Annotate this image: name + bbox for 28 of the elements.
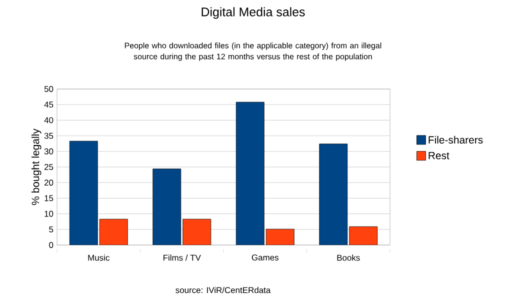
- bar: [236, 102, 264, 245]
- bar: [152, 168, 182, 245]
- y-tick-label: 10: [44, 210, 54, 217]
- bar: [182, 218, 212, 245]
- chart-title: Digital Media sales: [202, 7, 305, 19]
- y-tick-label: 0: [49, 242, 54, 248]
- bar: [319, 144, 348, 245]
- y-tick-label: 40: [44, 117, 54, 124]
- y-tick-label: 5: [49, 226, 54, 232]
- legend-label: Rest: [428, 152, 450, 160]
- x-tick-label: Music: [88, 254, 110, 261]
- y-axis-title: % bought legally: [31, 128, 42, 206]
- y-tick-label: 30: [44, 148, 54, 154]
- source-note: source: IViR/CentERdata: [176, 286, 271, 294]
- y-tick-label: 35: [44, 132, 54, 139]
- y-tick-label: 25: [44, 164, 54, 170]
- y-tick-label: 20: [44, 180, 54, 186]
- legend-label: File-sharers: [428, 136, 483, 144]
- y-tick-label: 50: [44, 86, 54, 92]
- bar: [99, 218, 128, 245]
- y-tick-label: 15: [44, 195, 54, 202]
- bar: [266, 229, 294, 245]
- y-tick-label: 45: [44, 102, 54, 108]
- bar: [69, 140, 98, 245]
- x-tick-label: Games: [252, 254, 278, 261]
- x-tick-label: Films / TV: [164, 254, 201, 261]
- x-tick-label: Books: [337, 254, 360, 261]
- bar: [349, 226, 378, 245]
